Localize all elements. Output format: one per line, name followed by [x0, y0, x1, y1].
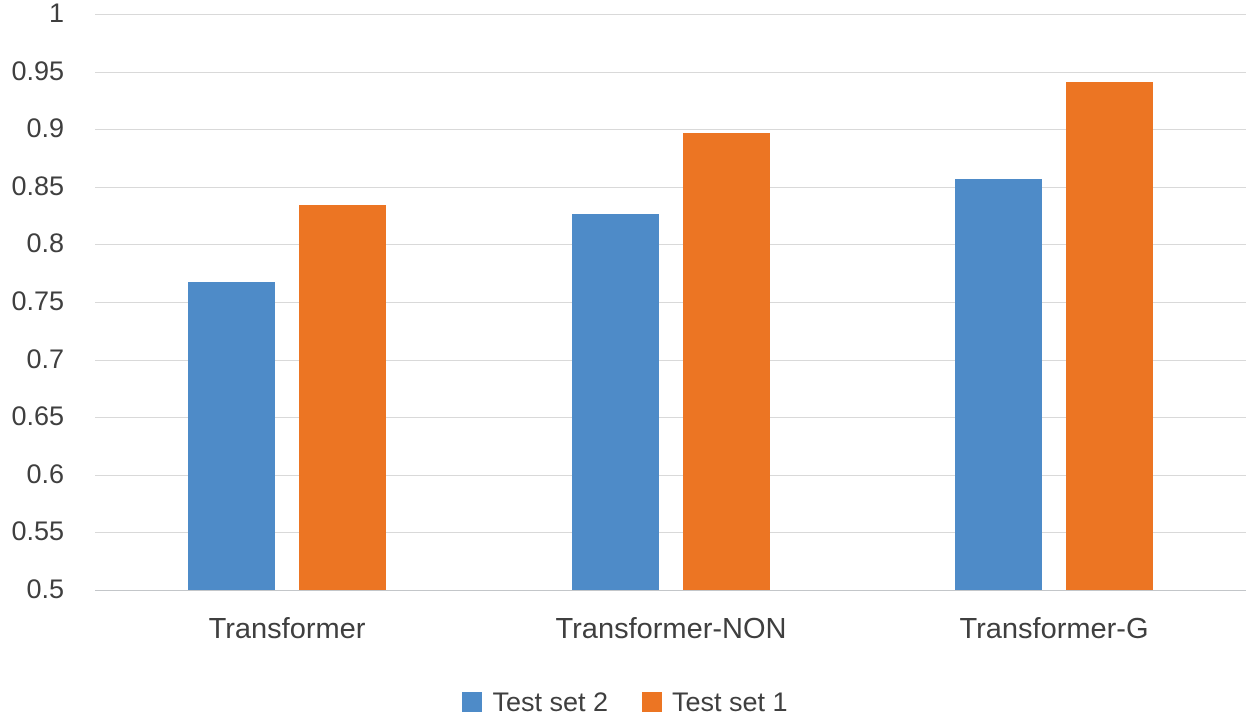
- gridline: [95, 360, 1246, 361]
- y-tick-label-0.5: 0.5: [26, 574, 64, 604]
- y-tick-label-0.75: 0.75: [11, 286, 64, 316]
- gridline: [95, 129, 1246, 130]
- gridline: [95, 244, 1246, 245]
- legend-item-test-set-1: Test set 1: [642, 687, 788, 718]
- y-tick-label-0.55: 0.55: [11, 516, 64, 546]
- legend-swatch-icon: [462, 692, 483, 712]
- y-tick-label-0.8: 0.8: [26, 228, 64, 258]
- bar-test-set-1-transformer-non: [683, 133, 770, 590]
- bar-test-set-2-transformer-g: [955, 179, 1042, 590]
- bar-test-set-2-transformer-non: [572, 214, 659, 590]
- x-category-label-transformer-g: Transformer-G: [959, 613, 1149, 645]
- y-tick-label-0.6: 0.6: [26, 459, 64, 489]
- gridline: [95, 187, 1246, 188]
- bar-test-set-1-transformer-g: [1066, 82, 1153, 590]
- legend-label: Test set 1: [672, 686, 788, 717]
- y-tick-label-1: 1: [48, 0, 64, 28]
- gridline: [95, 302, 1246, 303]
- x-axis-line: [95, 590, 1246, 591]
- gridline: [95, 417, 1246, 418]
- legend-item-test-set-2: Test set 2: [462, 687, 608, 718]
- gridline: [95, 532, 1246, 533]
- legend: Test set 2 Test set 1: [0, 684, 1250, 720]
- legend-swatch-icon: [642, 692, 662, 712]
- y-tick-label-0.9: 0.9: [26, 113, 64, 143]
- gridline: [95, 14, 1246, 15]
- y-tick-label-0.85: 0.85: [11, 171, 64, 201]
- y-tick-label-0.95: 0.95: [11, 56, 64, 86]
- x-category-label-transformer: Transformer: [208, 613, 366, 645]
- y-tick-label-0.7: 0.7: [26, 344, 64, 374]
- gridline: [95, 475, 1246, 476]
- bar-test-set-1-transformer: [299, 205, 386, 590]
- x-category-label-transformer-non: Transformer-NON: [555, 613, 787, 645]
- legend-label: Test set 2: [492, 686, 608, 717]
- bar-test-set-2-transformer: [188, 282, 275, 590]
- gridline: [95, 72, 1246, 73]
- y-tick-label-0.65: 0.65: [11, 401, 64, 431]
